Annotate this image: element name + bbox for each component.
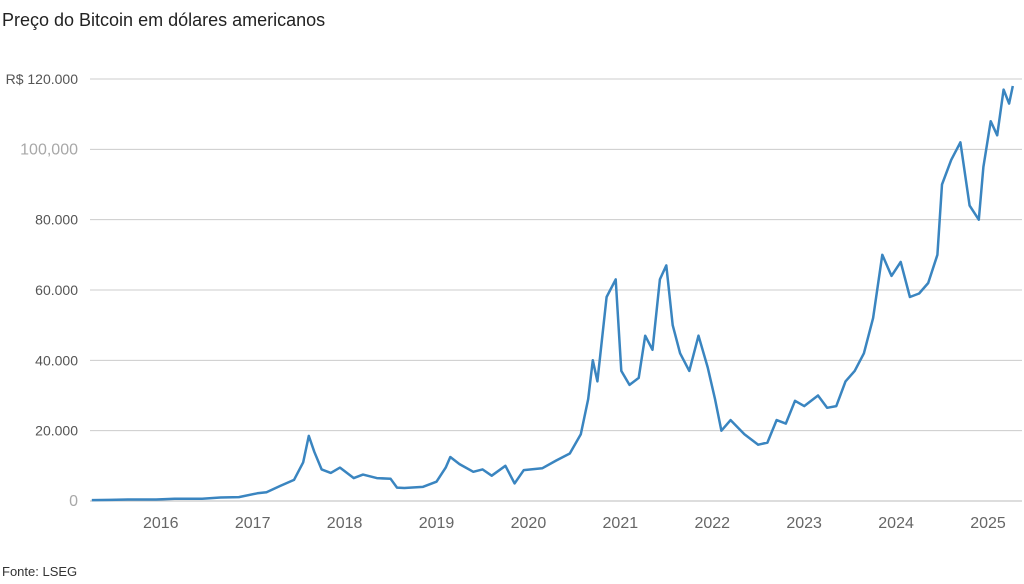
x-tick-label: 2018 [327, 515, 363, 532]
x-tick-label: 2023 [786, 515, 822, 532]
x-tick-label: 2025 [970, 515, 1006, 532]
series-layer [91, 85, 1015, 502]
y-tick-label: 40.000 [35, 352, 78, 368]
chart-title: Preço do Bitcoin em dólares americanos [2, 10, 326, 30]
gridlines [90, 78, 1022, 502]
x-tick-label: 2022 [694, 515, 730, 532]
y-tick-label: 0 [69, 493, 78, 510]
x-axis-ticks: 2016 2017 2018 2019 2020 2021 2022 2023 2024 2025 [143, 515, 1006, 532]
y-tick-label: 100,000 [20, 141, 78, 158]
x-tick-label: 2020 [511, 515, 547, 532]
y-tick-label: 60.000 [35, 282, 78, 298]
y-axis-ticks: 0 20.000 40.000 60.000 80.000 100,000 R$ 120.0… [6, 71, 79, 510]
x-tick-label: 2024 [878, 515, 914, 532]
x-tick-label: 2017 [235, 515, 271, 532]
y-tick-label: R$ 120.000 [6, 71, 79, 87]
x-tick-label: 2016 [143, 515, 179, 532]
y-tick-label: 80.000 [35, 212, 78, 228]
x-tick-label: 2021 [603, 515, 639, 532]
x-tick-label: 2019 [419, 515, 455, 532]
price-line [91, 85, 1015, 502]
source-note: Fonte: LSEG [2, 564, 78, 579]
y-tick-label: 20.000 [35, 423, 78, 439]
